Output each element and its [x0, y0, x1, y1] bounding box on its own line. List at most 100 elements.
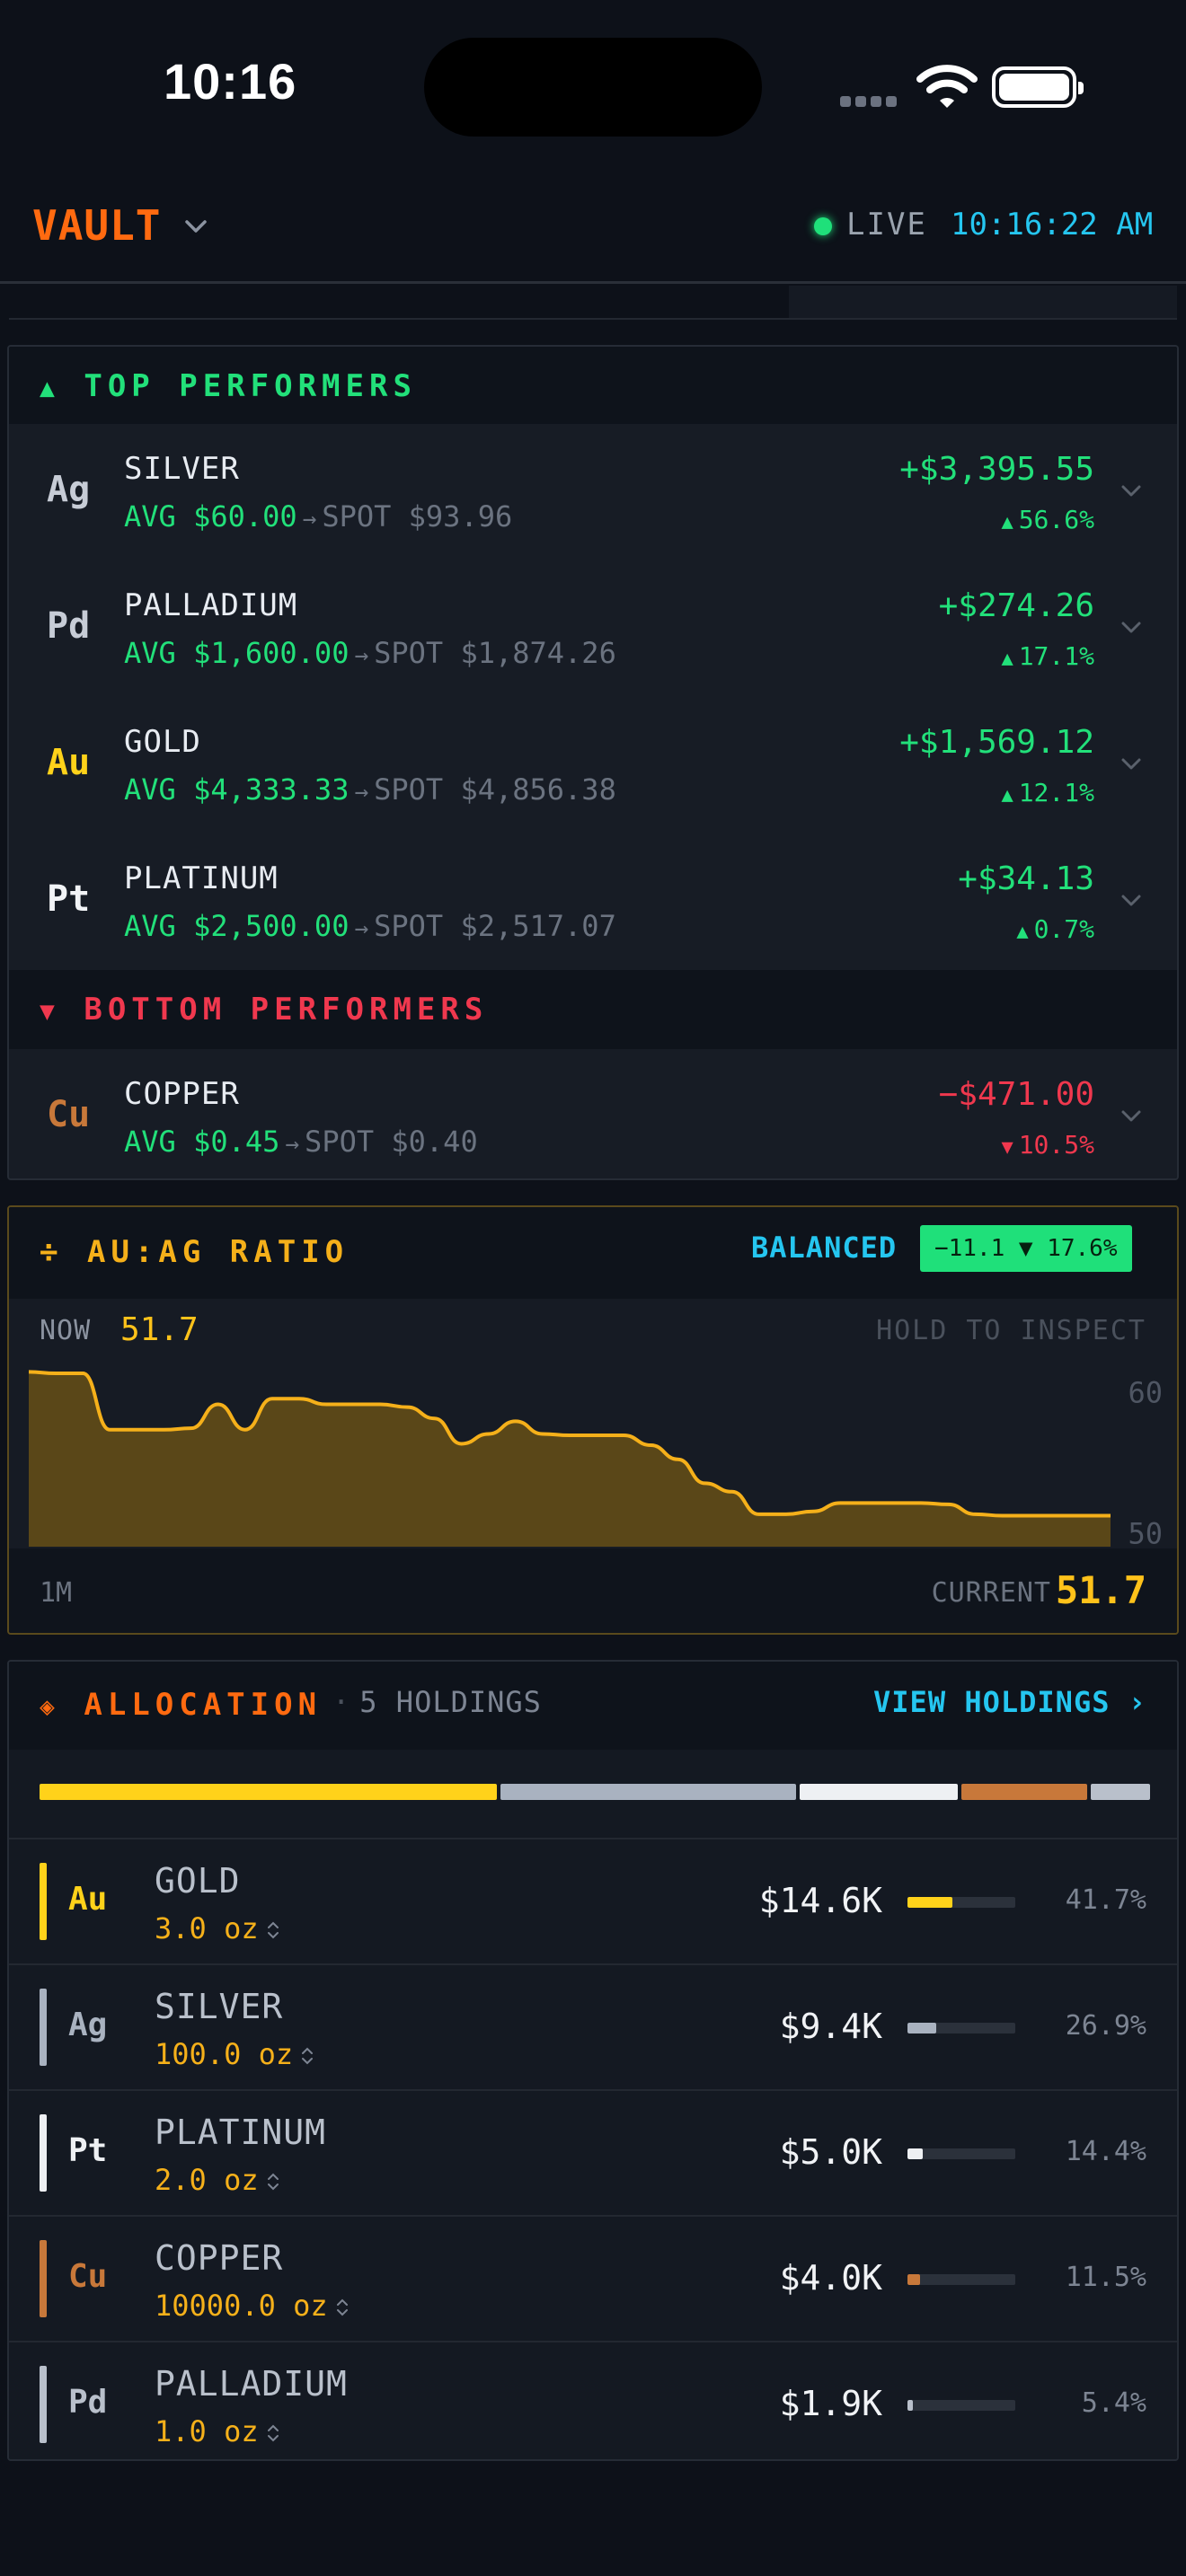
now-label: NOW	[40, 1315, 92, 1346]
avg-price: AVG $2,500.00	[124, 909, 350, 943]
ratio-chart-footer: 1M CURRENT 51.7	[9, 1548, 1177, 1633]
arrow-right-icon: →	[354, 779, 369, 806]
holding-symbol: Pt	[68, 2132, 108, 2169]
allocation-segment-gold	[40, 1784, 498, 1800]
holding-accent	[40, 2114, 47, 2192]
holding-percent: 41.7%	[1065, 1884, 1146, 1916]
spot-price: SPOT $1,874.26	[374, 636, 616, 670]
stepper-icon[interactable]	[266, 2172, 280, 2192]
pnl-percent: ▲ 17.1%	[1001, 641, 1094, 671]
top-performers-title: ▲ TOP PERFORMERS	[40, 368, 417, 404]
expand-chevron-icon[interactable]	[1116, 886, 1146, 916]
brand-title[interactable]: VAULT	[32, 201, 162, 250]
holding-share-bar	[907, 2023, 1015, 2033]
performer-row-copper[interactable]: Cu COPPER AVG $0.45 → SPOT $0.40 −$471.00 ▼ 10.…	[9, 1049, 1177, 1178]
view-holdings-link[interactable]: VIEW HOLDINGS ›	[873, 1685, 1146, 1719]
ratio-chart-svg[interactable]: 60 50	[9, 1360, 1177, 1550]
triangle-down-icon: ▼	[40, 996, 60, 1026]
expand-chevron-icon[interactable]	[1116, 613, 1146, 643]
triangle-down-icon: ▼	[1001, 1136, 1013, 1159]
holding-quantity[interactable]: 2.0 oz	[155, 2163, 280, 2197]
ratio-change-badge: −11.1 ▼ 17.6%	[920, 1225, 1132, 1272]
holding-value: $14.6K	[758, 1881, 882, 1920]
ratio-line	[28, 1370, 1111, 1518]
performer-row-silver[interactable]: Ag SILVER AVG $60.00 → SPOT $93.96 +$3,395.55…	[9, 424, 1177, 560]
triangle-up-icon: ▲	[40, 373, 60, 402]
holding-row-silver[interactable]: Ag SILVER 100.0 oz $9.4K 26.9%	[9, 1963, 1177, 2089]
performer-row-platinum[interactable]: Pt PLATINUM AVG $2,500.00 → SPOT $2,517.07 +$…	[9, 834, 1177, 970]
expand-chevron-icon[interactable]	[1116, 476, 1146, 507]
holding-quantity[interactable]: 3.0 oz	[155, 1911, 280, 1945]
allocation-bar	[40, 1784, 1151, 1800]
wifi-icon	[916, 65, 978, 108]
avg-price: AVG $4,333.33	[124, 772, 350, 807]
diamond-icon: ◈	[40, 1691, 60, 1721]
holding-row-palladium[interactable]: Pd PALLADIUM 1.0 oz $1.9K 5.4%	[9, 2341, 1177, 2459]
range-label[interactable]: 1M	[40, 1577, 73, 1609]
arrow-right-icon: →	[354, 642, 369, 669]
allocation-bar-wrap	[9, 1750, 1177, 1838]
pnl-value: +$1,569.12	[899, 724, 1094, 761]
avg-price: AVG $60.00	[124, 499, 297, 534]
holding-symbol: Ag	[68, 2007, 108, 2043]
arrow-right-icon: →	[302, 506, 317, 533]
stepper-icon[interactable]	[335, 2298, 350, 2317]
avg-spot: AVG $60.00 → SPOT $93.96	[124, 499, 512, 534]
chevron-down-icon[interactable]	[180, 210, 212, 243]
avg-spot: AVG $1,600.00 → SPOT $1,874.26	[124, 636, 616, 670]
ratio-now-row: NOW 51.7 HOLD TO INSPECT	[9, 1299, 1177, 1360]
metal-name: GOLD	[124, 724, 201, 760]
avg-spot: AVG $2,500.00 → SPOT $2,517.07	[124, 909, 616, 943]
app-header: VAULT LIVE 10:16:22 AM	[0, 171, 1186, 284]
y-tick-label: 60	[1128, 1375, 1163, 1409]
performer-row-palladium[interactable]: Pd PALLADIUM AVG $1,600.00 → SPOT $1,874.26 +…	[9, 560, 1177, 697]
performer-row-gold[interactable]: Au GOLD AVG $4,333.33 → SPOT $4,856.38 +$1,56…	[9, 697, 1177, 834]
holding-percent: 26.9%	[1065, 2010, 1146, 2042]
holding-row-copper[interactable]: Cu COPPER 10000.0 oz $4.0K 11.5%	[9, 2215, 1177, 2341]
expand-chevron-icon[interactable]	[1116, 1101, 1146, 1132]
stepper-icon[interactable]	[300, 2046, 314, 2066]
metal-symbol: Au	[47, 742, 91, 783]
holding-value: $5.0K	[779, 2132, 882, 2172]
holding-symbol: Au	[68, 1881, 108, 1918]
holding-share-bar	[907, 2274, 1015, 2285]
ratio-header: ÷ AU:AG RATIO BALANCED −11.1 ▼ 17.6%	[9, 1207, 1177, 1299]
current-value: 51.7	[1055, 1568, 1146, 1612]
holding-name: PLATINUM	[155, 2113, 327, 2152]
battery-icon	[992, 66, 1084, 108]
holding-accent	[40, 1989, 47, 2066]
allocation-title: ◈ ALLOCATION	[40, 1687, 323, 1723]
triangle-up-icon: ▲	[1016, 921, 1029, 943]
bottom-performers-header: ▼ BOTTOM PERFORMERS	[9, 970, 1177, 1049]
stepper-icon[interactable]	[266, 1920, 280, 1940]
ratio-chart[interactable]: 60 50	[9, 1360, 1177, 1550]
holding-quantity[interactable]: 10000.0 oz	[155, 2289, 350, 2323]
status-time: 10:16	[164, 53, 297, 110]
chevron-right-icon: ›	[1128, 1685, 1146, 1719]
holding-accent	[40, 1863, 47, 1940]
y-tick-label: 50	[1128, 1516, 1163, 1548]
current-label: CURRENT	[931, 1577, 1051, 1609]
holding-symbol: Cu	[68, 2258, 108, 2295]
ratio-area	[29, 1372, 1111, 1547]
holding-row-platinum[interactable]: Pt PLATINUM 2.0 oz $5.0K 14.4%	[9, 2089, 1177, 2215]
expand-chevron-icon[interactable]	[1116, 749, 1146, 780]
dynamic-island	[424, 38, 762, 137]
spot-price: SPOT $93.96	[322, 499, 513, 534]
ratio-title: ÷ AU:AG RATIO	[40, 1234, 350, 1270]
stepper-icon[interactable]	[266, 2423, 280, 2443]
holding-quantity[interactable]: 100.0 oz	[155, 2037, 314, 2071]
holding-row-gold[interactable]: Au GOLD 3.0 oz $14.6K 41.7%	[9, 1838, 1177, 1963]
ratio-status: BALANCED	[751, 1231, 898, 1265]
metal-symbol: Cu	[47, 1094, 91, 1135]
metal-symbol: Ag	[47, 469, 91, 510]
pnl-percent: ▼ 10.5%	[1001, 1130, 1094, 1160]
live-indicator-icon	[814, 217, 832, 235]
pnl-percent: ▲ 56.6%	[1001, 505, 1094, 534]
holding-name: GOLD	[155, 1861, 241, 1901]
holding-percent: 11.5%	[1065, 2262, 1146, 2293]
holding-value: $9.4K	[779, 2007, 882, 2046]
holding-accent	[40, 2240, 47, 2317]
pnl-percent: ▲ 12.1%	[1001, 778, 1094, 807]
holding-quantity[interactable]: 1.0 oz	[155, 2414, 280, 2448]
